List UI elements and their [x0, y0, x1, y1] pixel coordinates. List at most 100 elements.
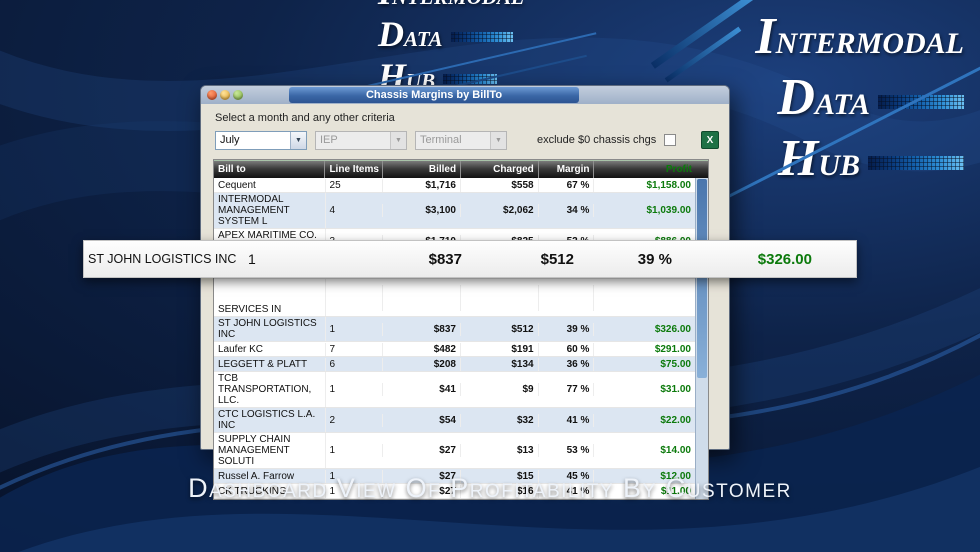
column-header[interactable]: Billed — [383, 161, 462, 178]
logo-word-data: Data — [777, 69, 870, 126]
window-titlebar[interactable]: Chassis Margins by BillTo — [201, 86, 729, 104]
table-row[interactable]: Laufer KC 7 $482 $191 60 % $291.00 — [214, 342, 696, 357]
table-cell — [594, 284, 696, 311]
table-row[interactable]: Russel A. Farrow 1 $27 $15 45 % $12.00 — [214, 469, 696, 484]
callout-line-items: 1 — [248, 251, 256, 267]
scrollbar-thumb[interactable] — [697, 179, 707, 379]
table-cell: $1,158.00 — [594, 178, 696, 192]
exclude-zero-chassis-checkbox[interactable] — [664, 134, 677, 146]
table-cell: $41 — [383, 383, 461, 396]
table-cell: $54 — [383, 413, 461, 427]
table-cell: 1 — [326, 383, 384, 396]
table-cell: 67 % — [539, 178, 595, 192]
column-header[interactable]: Charged — [461, 161, 539, 178]
callout-margin: 39 % — [637, 250, 672, 268]
table-cell: $482 — [383, 342, 461, 356]
table-cell: $27 — [383, 469, 461, 483]
table-cell: 2 — [326, 413, 384, 427]
table-cell: TCB TRANSPORTATION, LLC. — [214, 372, 326, 407]
dropdown-arrow-icon: ▼ — [490, 131, 506, 149]
table-cell — [461, 284, 539, 311]
month-select[interactable]: July ▼ — [215, 130, 307, 150]
table-cell: 1 — [326, 469, 384, 483]
terminal-select[interactable]: Terminal ▼ — [415, 130, 507, 150]
table-cell: $27 — [383, 484, 461, 498]
table-cell: 4 — [326, 204, 384, 217]
table-row[interactable]: Cequent 25 $1,716 $558 67 % $1,158.00 — [214, 178, 696, 193]
window-body: Select a month and any other criteria Ju… — [201, 112, 729, 500]
table-cell: $2,062 — [461, 204, 539, 217]
dropdown-arrow-icon: ▼ — [390, 131, 406, 149]
column-header[interactable]: Margin — [539, 161, 595, 178]
table-cell: $134 — [461, 357, 539, 371]
table-cell: $16 — [461, 484, 539, 498]
column-header[interactable]: Profit — [665, 164, 692, 175]
pixel-gradient-bar-icon — [868, 155, 964, 170]
table-row[interactable]: SUPPLY CHAIN MANAGEMENT SOLUTI 1 $27 $13 53 … — [214, 433, 696, 469]
table-cell: $208 — [383, 357, 461, 371]
table-cell: 41 % — [539, 413, 595, 427]
table-cell: 1 — [326, 444, 384, 457]
table-cell: 77 % — [539, 383, 595, 396]
table-row[interactable]: SERVICES IN — [214, 279, 696, 317]
filter-controls: July ▼ IEP ▼ Terminal ▼ exclude $0 chass… — [215, 130, 719, 150]
dropdown-arrow-icon[interactable]: ▼ — [290, 131, 306, 149]
table-cell: $3,100 — [383, 204, 461, 217]
column-header[interactable]: Line Items — [325, 161, 384, 178]
table-row[interactable]: CTC LOGISTICS L.A. INC 2 $54 $32 41 % $22.00 — [214, 408, 696, 433]
table-row[interactable]: LEGGETT & PLATT 6 $208 $134 36 % $75.00 — [214, 357, 696, 372]
table-cell: $1,716 — [383, 178, 461, 192]
table-cell: $512 — [461, 322, 539, 336]
callout-profit: $326.00 — [757, 250, 812, 268]
table-cell: 45 % — [539, 469, 595, 483]
table-cell: $9 — [461, 383, 539, 396]
magnified-row-callout: ST JOHN LOGISTICS INC 1 $837 $512 39 % $… — [83, 240, 857, 278]
slide-caption: Dashboard View Of Profitability By Custo… — [188, 473, 792, 503]
table-cell — [539, 284, 595, 311]
logo-word-intermodal: Intermodal — [755, 8, 964, 65]
close-button[interactable] — [207, 90, 217, 100]
table-cell: $326.00 — [594, 322, 696, 336]
callout-billed: $837 — [428, 250, 462, 268]
table-cell: $837 — [383, 322, 461, 336]
table-cell: Russel A. Farrow — [214, 469, 326, 483]
table-cell: 41 % — [539, 484, 595, 498]
table-cell: $27 — [383, 444, 461, 457]
minimize-button[interactable] — [220, 90, 230, 100]
table-cell: $291.00 — [594, 342, 696, 356]
table-cell: CTC LOGISTICS L.A. INC — [214, 408, 326, 432]
window-title: Chassis Margins by BillTo — [365, 89, 503, 101]
table-cell: INTERMODAL MANAGEMENT SYSTEM L — [214, 193, 326, 228]
month-select-value: July — [220, 134, 240, 146]
table-row[interactable]: INTERMODAL MANAGEMENT SYSTEM L 4 $3,100 $2,… — [214, 193, 696, 229]
table-cell: $31.00 — [594, 383, 696, 396]
table-row[interactable]: CK TRUCKING 1 $27 $16 41 % $11.00 — [214, 484, 696, 499]
pixel-gradient-bar-icon — [878, 94, 964, 109]
table-cell: 25 — [326, 178, 384, 192]
callout-bill-to: ST JOHN LOGISTICS INC — [88, 252, 237, 266]
table-cell: 1 — [326, 484, 384, 498]
table-cell: 34 % — [539, 204, 595, 217]
table-cell: $15 — [461, 469, 539, 483]
table-cell: 1 — [326, 322, 384, 336]
logo-word-data: Data — [378, 14, 443, 54]
table-cell: SUPPLY CHAIN MANAGEMENT SOLUTI — [214, 433, 326, 468]
table-scrollbar[interactable] — [695, 178, 708, 499]
table-row[interactable]: ST JOHN LOGISTICS INC 1 $837 $512 39 % $326.0… — [214, 317, 696, 342]
iep-select[interactable]: IEP ▼ — [315, 130, 407, 150]
excel-export-icon[interactable]: X — [701, 131, 719, 149]
title-band: Chassis Margins by BillTo — [289, 87, 579, 103]
table-row[interactable]: TCB TRANSPORTATION, LLC. 1 $41 $9 77 % $31.00 — [214, 372, 696, 408]
zoom-button[interactable] — [233, 90, 243, 100]
logo-intermodal-data-hub-right: Intermodal Data Hub — [734, 8, 964, 195]
grid-header: Bill to Line Items Billed Charged Margin Prof… — [214, 160, 708, 178]
column-header[interactable]: Bill to — [214, 161, 326, 178]
table-cell: CK TRUCKING — [214, 484, 326, 498]
table-cell: ST JOHN LOGISTICS INC — [214, 317, 326, 341]
table-cell: SERVICES IN — [214, 279, 326, 316]
table-cell: $22.00 — [594, 413, 696, 427]
table-cell: $13 — [461, 444, 539, 457]
table-cell: 36 % — [539, 357, 595, 371]
table-cell: $558 — [461, 178, 539, 192]
